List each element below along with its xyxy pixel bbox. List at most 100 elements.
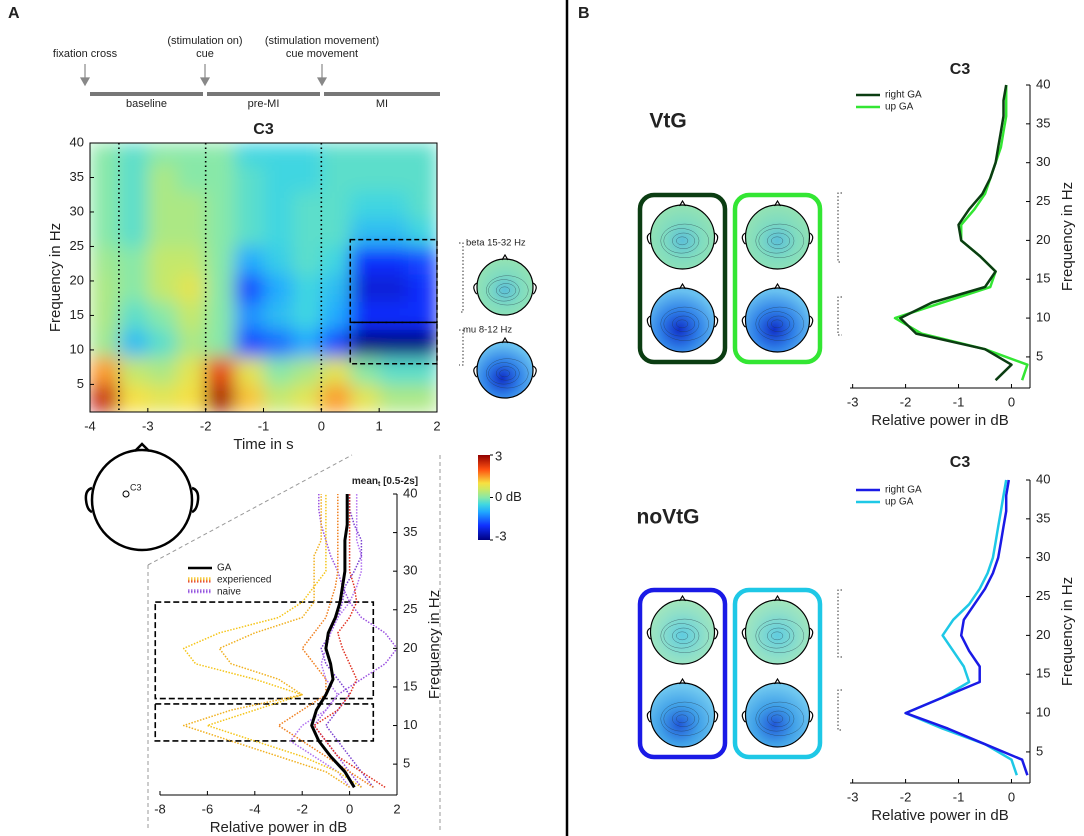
heatmap-cell	[176, 274, 207, 303]
y-tick-label: 25	[1036, 588, 1050, 603]
heatmap-cell	[263, 274, 293, 303]
brackets	[459, 192, 842, 731]
heatmap-cell	[379, 246, 409, 275]
x-tick-label: 0	[346, 801, 353, 816]
heatmap-cell	[147, 301, 178, 330]
legend-label: naive	[217, 587, 241, 598]
topo-contour	[660, 701, 709, 736]
legend-label: right GA	[885, 90, 922, 101]
topo-contour	[758, 311, 795, 337]
heatmap-cell	[292, 191, 322, 220]
topo-contour	[486, 275, 529, 306]
topo-ears	[473, 282, 537, 295]
x-tick-label: -3	[847, 394, 859, 409]
x-tick-label: 1	[376, 418, 383, 433]
heatmap-cell	[234, 218, 264, 247]
heatmap-cell	[408, 301, 437, 330]
topo-contour	[758, 706, 795, 732]
heatmap-cell	[205, 274, 236, 303]
x-tick-label: -1	[953, 394, 965, 409]
topo-contour	[660, 618, 709, 653]
heatmap-cell	[234, 163, 264, 192]
topo-contour	[767, 315, 790, 332]
heatmap-cell	[379, 191, 409, 220]
heatmap-cell	[118, 329, 149, 358]
y-axis-label: Frequency in Hz	[426, 590, 443, 699]
heatmap-cell	[321, 356, 351, 385]
heatmap-cell	[379, 218, 409, 247]
x-tick-label: -3	[142, 418, 154, 433]
heatmap-cell	[292, 163, 322, 192]
heatmap-cell	[350, 384, 380, 412]
x-tick-label: -8	[154, 801, 166, 816]
heatmap	[90, 143, 437, 412]
topo-contour	[676, 714, 689, 724]
heatmap-cell	[90, 246, 120, 275]
topo-contour	[496, 283, 517, 298]
heatmap-cell	[90, 356, 120, 385]
region-label: mu 8-12 Hz	[463, 325, 512, 336]
topo-contour	[755, 618, 804, 653]
y-tick-label: 10	[70, 341, 84, 356]
heatmap-cell	[263, 384, 293, 412]
heatmap-cell	[234, 191, 264, 220]
heatmap-cell	[350, 246, 380, 275]
x-tick-label: -2	[200, 418, 212, 433]
y-tick-label: 10	[1036, 705, 1050, 720]
topo-contour	[676, 319, 689, 329]
title-part: mean	[352, 476, 378, 487]
y-tick-label: 35	[70, 169, 84, 184]
heatmap-cell	[292, 246, 322, 275]
y-tick-label: 25	[1036, 193, 1050, 208]
heatmap-cell	[118, 191, 149, 220]
x-tick-label: -4	[84, 418, 96, 433]
heatmap-cell	[321, 384, 351, 412]
heatmap-cell	[379, 384, 409, 412]
heatmap-cell	[176, 384, 207, 412]
legend-label: experienced	[217, 575, 271, 586]
topo-nose	[678, 199, 687, 207]
event-label: (stimulation on)	[167, 35, 242, 47]
x-axis-label: Time in s	[233, 436, 293, 453]
y-tick-label: 30	[70, 203, 84, 218]
topo-contour	[663, 311, 700, 337]
y-tick-label: 5	[77, 376, 84, 391]
x-tick-label: -2	[900, 789, 912, 804]
y-tick-label: 40	[70, 134, 84, 149]
phase-label: MI	[376, 98, 388, 110]
line	[904, 479, 1029, 776]
x-tick-label: -1	[258, 418, 270, 433]
heatmap-cell	[321, 301, 351, 330]
y-axis-label: Frequency in Hz	[47, 223, 64, 332]
event-label: (stimulation movement)	[265, 35, 379, 47]
heatmap-cell	[263, 356, 293, 385]
heatmap-cell	[147, 356, 178, 385]
heatmap-cell	[408, 246, 437, 275]
y-tick-label: 10	[1036, 310, 1050, 325]
topo-contour	[663, 706, 700, 732]
heatmap-cell	[263, 218, 293, 247]
chart-title: C3	[253, 121, 274, 138]
topo-contour	[499, 286, 510, 295]
y-tick-label: 10	[403, 717, 417, 732]
topo-contour	[672, 710, 695, 727]
region-box	[154, 703, 375, 742]
line	[289, 494, 363, 788]
heatmap-cell	[379, 274, 409, 303]
heatmap-cell	[90, 384, 120, 412]
event-arrow	[79, 64, 91, 87]
heatmap-cell	[408, 218, 437, 247]
topo-contour	[499, 369, 510, 378]
heatmap-cell	[147, 274, 178, 303]
topo-ears	[741, 710, 814, 723]
heatmap-cell	[350, 356, 380, 385]
line	[313, 494, 398, 788]
heatmap-cell	[292, 301, 322, 330]
y-tick-label: 5	[1036, 743, 1043, 758]
heatmap-cell	[379, 329, 409, 358]
heatmap-cell	[147, 191, 178, 220]
topomap	[473, 253, 537, 316]
topo-contour	[663, 228, 700, 254]
topo-nose	[501, 336, 509, 344]
heatmap-cell	[90, 163, 120, 192]
